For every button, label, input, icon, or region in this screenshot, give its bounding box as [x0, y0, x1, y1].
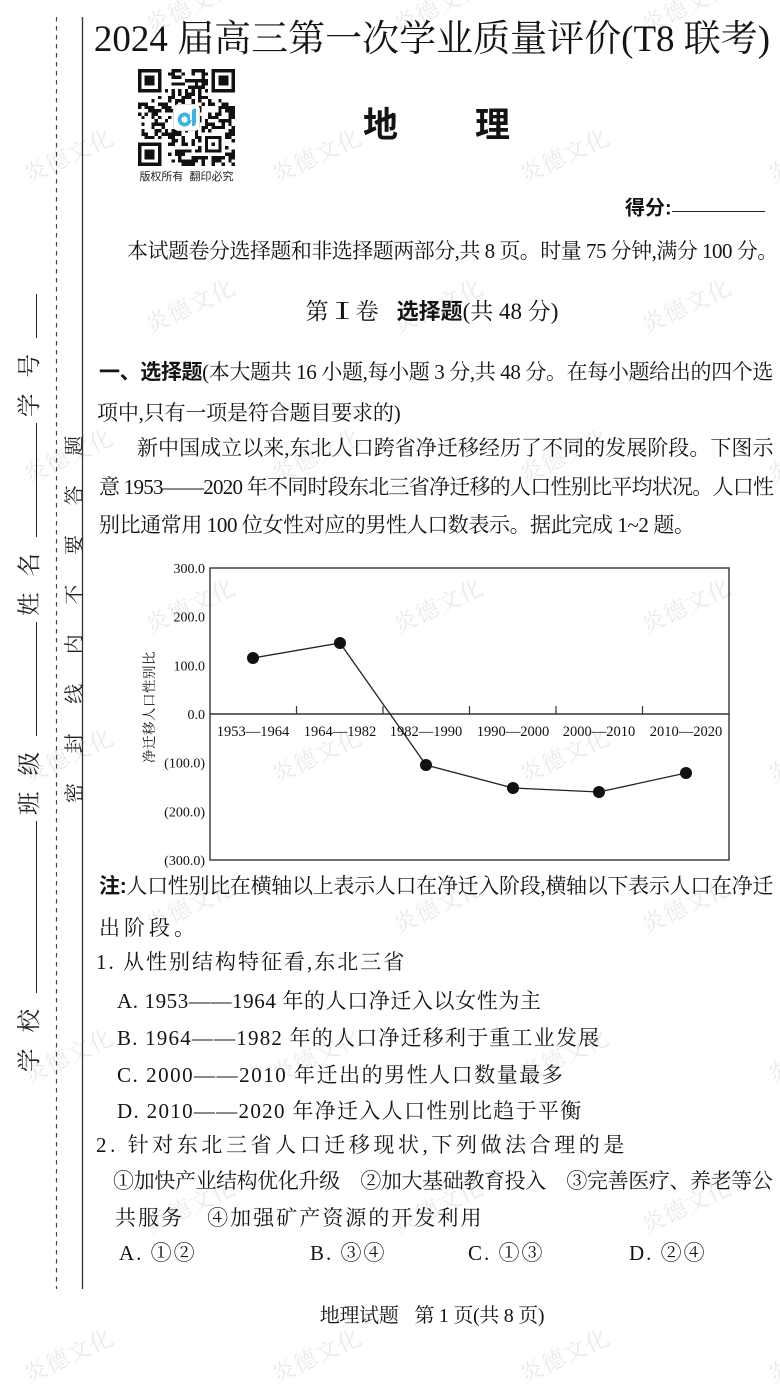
- svg-text:200.0: 200.0: [174, 611, 206, 626]
- svg-text:(100.0): (100.0): [164, 757, 205, 772]
- svg-text:1982—1990: 1982—1990: [390, 724, 463, 740]
- svg-text:净迁移人口性别比: 净迁移人口性别比: [141, 651, 157, 763]
- svg-text:2000—2010: 2000—2010: [563, 724, 636, 740]
- svg-text:100.0: 100.0: [174, 659, 206, 674]
- svg-text:1953—1964: 1953—1964: [217, 724, 290, 740]
- svg-text:0.0: 0.0: [188, 708, 206, 723]
- svg-text:(200.0): (200.0): [164, 805, 205, 820]
- svg-text:300.0: 300.0: [174, 562, 206, 577]
- svg-text:1990—2000: 1990—2000: [477, 724, 550, 740]
- svg-text:2010—2020: 2010—2020: [650, 724, 723, 740]
- svg-text:1964—1982: 1964—1982: [304, 724, 377, 740]
- svg-text:(300.0): (300.0): [164, 854, 205, 869]
